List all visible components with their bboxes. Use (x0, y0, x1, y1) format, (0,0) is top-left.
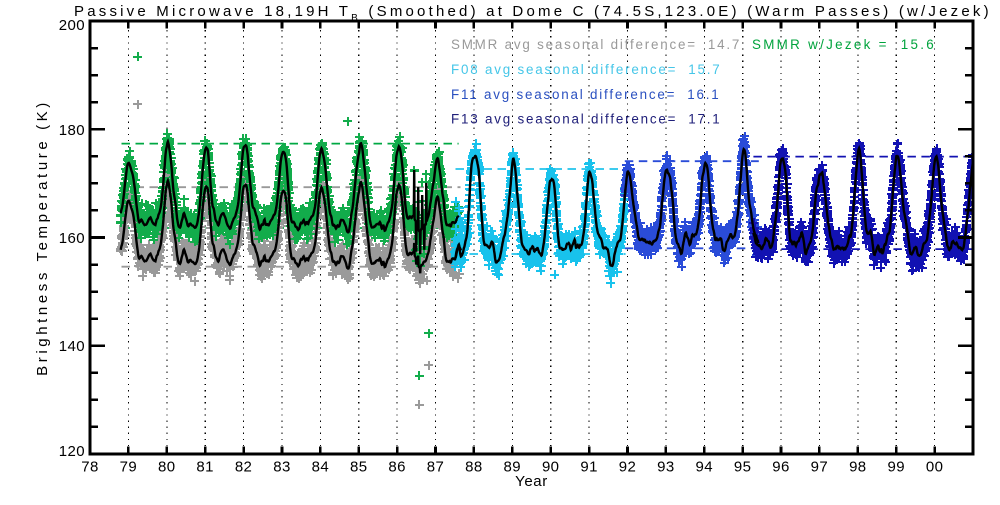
svg-text:91: 91 (580, 459, 598, 476)
svg-text:95: 95 (734, 459, 752, 476)
svg-text:F13 avg seasonal difference=: F13 avg seasonal difference= 17.1 (451, 112, 722, 127)
svg-text:96: 96 (772, 459, 790, 476)
svg-text:SMMR w/Jezek = 15.6: SMMR w/Jezek = 15.6 (752, 37, 936, 52)
svg-text:F08 avg seasonal difference=: F08 avg seasonal difference= 15.7 (451, 62, 722, 77)
svg-text:Year: Year (515, 473, 548, 490)
svg-text:81: 81 (196, 459, 214, 476)
svg-text:F11 avg seasonal difference=: F11 avg seasonal difference= 16.1 (451, 87, 721, 102)
svg-text:79: 79 (120, 459, 138, 476)
svg-text:78: 78 (81, 459, 99, 476)
svg-text:84: 84 (312, 459, 330, 476)
svg-text:80: 80 (158, 459, 176, 476)
svg-text:SMMR avg seasonal difference=: SMMR avg seasonal difference= 14.7 (451, 37, 741, 52)
svg-text:160: 160 (59, 230, 85, 247)
svg-text:00: 00 (926, 459, 944, 476)
svg-text:83: 83 (273, 459, 291, 476)
svg-text:92: 92 (619, 459, 637, 476)
svg-text:200: 200 (59, 17, 85, 34)
svg-text:86: 86 (388, 459, 406, 476)
svg-text:94: 94 (696, 459, 714, 476)
svg-text:Passive Microwave 18,19H TB (S: Passive Microwave 18,19H TB (Smoothed) a… (74, 3, 992, 24)
svg-text:99: 99 (887, 459, 905, 476)
svg-text:98: 98 (849, 459, 867, 476)
svg-text:85: 85 (350, 459, 368, 476)
svg-text:97: 97 (811, 459, 829, 476)
svg-text:140: 140 (59, 338, 85, 355)
svg-text:93: 93 (657, 459, 675, 476)
svg-text:88: 88 (465, 459, 483, 476)
svg-text:87: 87 (427, 459, 445, 476)
svg-text:120: 120 (59, 443, 85, 460)
svg-text:82: 82 (235, 459, 253, 476)
svg-text:180: 180 (59, 122, 85, 139)
svg-text:Brightness Temperature (K): Brightness Temperature (K) (34, 99, 51, 376)
svg-text:89: 89 (504, 459, 522, 476)
svg-text:90: 90 (542, 459, 560, 476)
